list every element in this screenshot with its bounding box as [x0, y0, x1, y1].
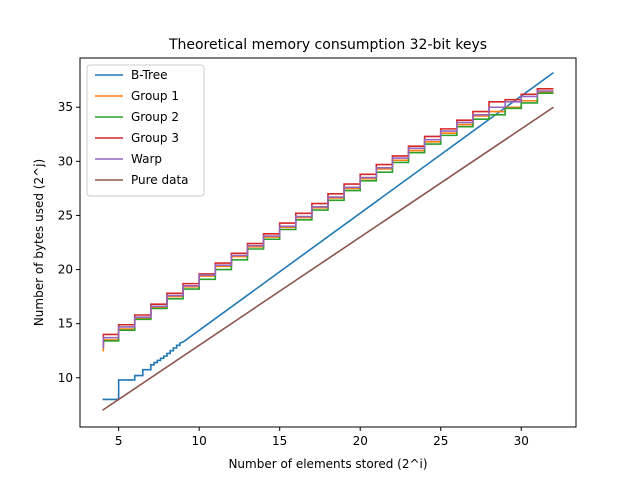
- legend-label-group-3: Group 3: [131, 131, 179, 145]
- y-axis-label: Number of bytes used (2^j): [32, 159, 46, 326]
- legend-label-pure-data: Pure data: [131, 173, 189, 187]
- series-line-warp: [102, 90, 554, 349]
- y-tick-label: 10: [58, 371, 73, 385]
- y-tick-label: 15: [58, 317, 73, 331]
- x-tick-label: 5: [115, 434, 123, 448]
- legend-label-warp: Warp: [131, 152, 162, 166]
- series-layer: [102, 71, 554, 411]
- x-axis: 5 10 15 20 25 30: [115, 427, 529, 448]
- chart-title: Theoretical memory consumption 32-bit ke…: [168, 37, 487, 53]
- y-tick-label: 30: [58, 154, 73, 168]
- x-axis-label: Number of elements stored (2^i): [228, 457, 427, 471]
- x-tick-label: 15: [272, 434, 287, 448]
- x-tick-label: 30: [514, 434, 529, 448]
- y-tick-label: 35: [58, 100, 73, 114]
- legend-label-b-tree: B-Tree: [131, 68, 167, 82]
- series-line-b-tree: [102, 71, 554, 401]
- x-tick-label: 20: [353, 434, 368, 448]
- y-tick-label: 20: [58, 263, 73, 277]
- y-axis: 10 15 20 25 30 35: [58, 100, 80, 385]
- x-tick-label: 10: [192, 434, 207, 448]
- legend-box: [86, 64, 205, 197]
- series-line-pure-data: [102, 106, 554, 411]
- legend-label-group-2: Group 2: [131, 110, 179, 124]
- y-tick-label: 25: [58, 208, 73, 222]
- legend-label-group-1: Group 1: [131, 89, 179, 103]
- legend: B-Tree Group 1 Group 2 Group 3 Warp Pure data: [86, 64, 205, 197]
- plot-frame: [79, 57, 577, 428]
- x-tick-label: 25: [433, 434, 448, 448]
